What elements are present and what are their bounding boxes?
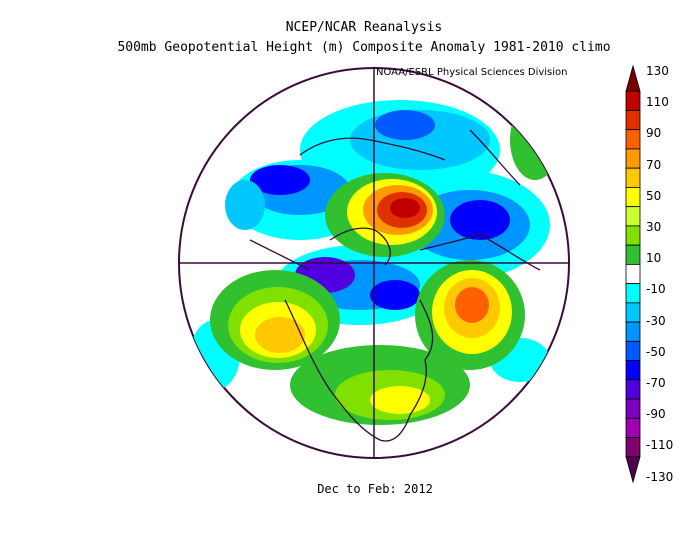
colorbar-swatch — [625, 379, 641, 400]
colorbar-tick-label: -30 — [646, 313, 666, 328]
colorbar-tick-label: -90 — [646, 407, 666, 422]
colorbar-swatch — [625, 398, 641, 419]
colorbar-tick-label: -130 — [646, 469, 674, 484]
colorbar-swatch — [625, 321, 641, 342]
credit-label: NOAA/ESRL Physical Sciences Division — [376, 67, 568, 78]
colorbar-swatch — [625, 206, 641, 227]
colorbar-swatch — [625, 437, 641, 458]
colorbar-swatch — [625, 283, 641, 304]
colorbar-swatch — [625, 187, 641, 208]
chart-subtitle: 500mb Geopotential Height (m) Composite … — [117, 40, 611, 55]
colorbar-swatch — [625, 64, 641, 92]
colorbar-swatch — [625, 360, 641, 381]
colorbar-swatch — [625, 148, 641, 169]
colorbar-tick-label: -110 — [646, 438, 674, 453]
colorbar-swatch — [625, 340, 641, 361]
colorbar-swatch — [625, 167, 641, 188]
colorbar-tick-label: 10 — [646, 251, 662, 266]
chart-title: NCEP/NCAR Reanalysis — [285, 20, 443, 35]
colorbar-tick-label: -10 — [646, 282, 666, 297]
colorbar-swatch — [625, 129, 641, 150]
colorbar-swatch — [625, 244, 641, 265]
colorbar-swatch — [625, 225, 641, 246]
colorbar-swatch — [625, 110, 641, 131]
colorbar-tick-label: 90 — [646, 126, 662, 141]
colorbar-swatch — [625, 417, 641, 438]
colorbar-tick-label: 70 — [646, 157, 662, 172]
colorbar-swatch — [625, 90, 641, 111]
coastlines — [249, 129, 541, 442]
colorbar-tick-label: 130 — [646, 64, 669, 78]
colorbar-tick-label: 110 — [646, 95, 669, 110]
colorbar-tick-label: 30 — [646, 220, 662, 234]
colorbar-tick-label: 50 — [646, 188, 662, 203]
colorbar-tick-label: -70 — [646, 376, 666, 390]
colorbar-swatch — [625, 302, 641, 323]
anomaly-field — [190, 100, 560, 425]
colorbar-tick-label: -50 — [646, 344, 666, 359]
colorbar-swatch — [625, 456, 641, 484]
period-label: Dec to Feb: 2012 — [317, 482, 433, 496]
colorbar-swatch — [625, 263, 641, 285]
